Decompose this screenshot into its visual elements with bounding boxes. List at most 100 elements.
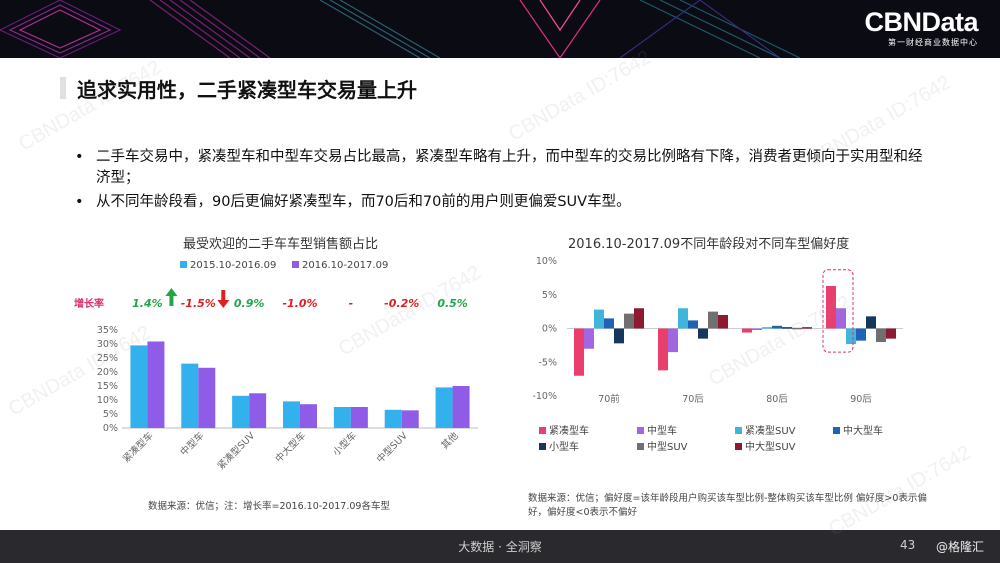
growth-value: -1.0% (282, 297, 317, 310)
bar (614, 328, 624, 344)
bar (300, 404, 317, 428)
x-tick-label: 紧凑型车 (120, 430, 155, 465)
brand-name: CBNData (864, 7, 978, 37)
bar (752, 328, 762, 330)
bar (634, 308, 644, 329)
legend-label: 2016.10-2017.09 (302, 260, 388, 271)
source-credit: @格隆汇 (936, 540, 985, 554)
bar (856, 328, 866, 341)
header-banner: CBNData 第一财经商业数据中心 (0, 0, 1000, 58)
legend-swatch (539, 427, 546, 434)
bar (198, 367, 216, 428)
bar (836, 308, 846, 329)
legend-label: 小型车 (549, 440, 579, 453)
growth-down-arrow (217, 290, 230, 308)
watermark: CBNData ID:7642 (14, 56, 165, 156)
footer-slogan: 大数据 · 全洞察 (458, 540, 542, 554)
bar (384, 409, 402, 428)
y-tick-label: 10% (97, 395, 118, 406)
legend-label: 紧凑型车 (549, 424, 589, 437)
legend-label: 中大型车 (843, 424, 883, 437)
growth-value: 0.5% (437, 297, 468, 310)
bar (846, 328, 856, 345)
bar (782, 327, 792, 329)
y-tick-label: 0% (542, 324, 557, 335)
bar (742, 328, 752, 333)
y-tick-label: 25% (97, 353, 118, 364)
chart-title: 2016.10-2017.09不同年龄段对不同车型偏好度 (568, 237, 850, 252)
y-tick-label: -5% (539, 357, 558, 368)
bullet-text: 二手车交易中，紧凑型车和中型车交易占比最高，紧凑型车略有上升，而中型车的交易比例… (96, 149, 923, 186)
bar (802, 327, 812, 329)
bar (232, 395, 250, 428)
bar (762, 327, 772, 329)
bar (333, 407, 351, 428)
y-tick-label: 15% (97, 381, 118, 392)
bar-chart-share: 2015.10-2016.09 2016.10-2017.09 增长率 1.4% -1.… (74, 260, 478, 472)
legend-label: 紧凑型SUV (745, 424, 796, 437)
y-tick-label: 20% (97, 367, 118, 378)
chart-title: 最受欢迎的二手车车型销售额占比 (183, 237, 379, 252)
brand-logo: CBNData 第一财经商业数据中心 (864, 8, 978, 48)
bar (350, 407, 368, 428)
x-tick-label: 70后 (682, 394, 704, 405)
legend-label: 2015.10-2016.09 (190, 260, 276, 271)
x-tick-label: 中型SUV (374, 429, 410, 465)
legend-swatch (735, 443, 742, 450)
legend-swatch (833, 427, 840, 434)
y-tick-label: 5% (542, 290, 557, 301)
bar (678, 308, 688, 329)
y-tick-label: 30% (97, 339, 118, 350)
bar (584, 328, 594, 349)
brand-tagline: 第一财经商业数据中心 (888, 38, 978, 47)
bar (435, 387, 453, 428)
y-tick-label: -10% (532, 391, 557, 402)
bar (708, 311, 718, 329)
highlight-box (822, 269, 854, 353)
x-tick-label: 70前 (598, 393, 620, 405)
bar (718, 315, 728, 329)
bullet-marker: • (75, 194, 84, 210)
bullet-item: • 从不同年龄段看，90后更偏好紧凑型车，而70后和70前的用户则更偏爱SUV车… (75, 192, 931, 213)
legend-label: 中型车 (647, 424, 677, 437)
growth-value: -0.2% (384, 297, 419, 310)
legend-swatch (539, 443, 546, 450)
footer-bar: 大数据 · 全洞察 43 @格隆汇 (0, 530, 1000, 563)
bar (624, 313, 634, 329)
legend-swatch (292, 261, 299, 268)
legend-label: 中大型SUV (745, 440, 796, 453)
legend-swatch (637, 427, 644, 434)
x-tick-label: 80后 (766, 394, 788, 405)
x-tick-label: 中型车 (178, 430, 207, 459)
y-tick-label: 10% (536, 256, 557, 267)
bar (866, 316, 876, 329)
bar (668, 328, 678, 353)
bar (698, 328, 708, 339)
bar (792, 327, 802, 330)
banner-decoration (0, 0, 801, 58)
y-tick-label: 0% (103, 423, 118, 434)
chart-source-note: 数据来源：优信；注：增长率=2016.10-2017.09各车型 (148, 501, 390, 512)
legend-label: 中型SUV (647, 440, 688, 453)
title-accent-bar (60, 77, 66, 99)
growth-label: 增长率 (74, 297, 104, 310)
x-tick-label: 小型车 (330, 430, 359, 459)
growth-value: 0.9% (234, 297, 265, 310)
bar (688, 320, 698, 329)
bar (574, 328, 584, 376)
growth-value: - (349, 297, 354, 310)
watermark: CBNData ID:7642 (504, 46, 655, 146)
bar (604, 318, 614, 329)
bar (130, 345, 148, 428)
growth-value: 1.4% (132, 297, 163, 310)
bar (249, 393, 267, 428)
legend-swatch (180, 261, 187, 268)
x-tick-label: 90后 (850, 394, 872, 405)
y-tick-label: 5% (103, 409, 118, 420)
bar (401, 410, 419, 428)
bar (147, 341, 165, 428)
bar (283, 401, 300, 428)
bullet-marker: • (75, 149, 84, 165)
chart-source-note: 数据来源：优信；偏好度=该年龄段用户购买该车型比例-整体购买该车型比例 偏好度>… (528, 493, 927, 518)
